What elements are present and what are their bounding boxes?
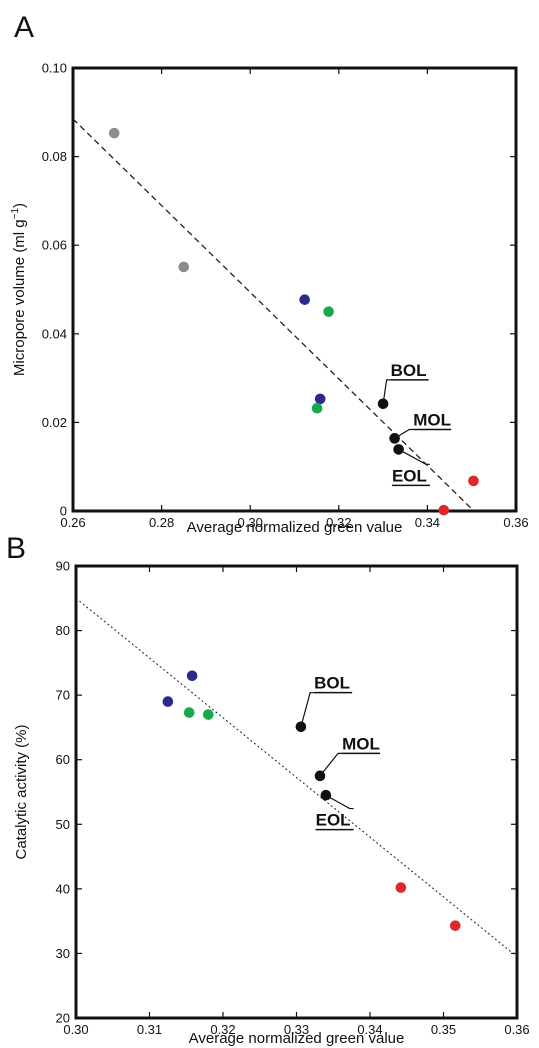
panel-a-data-point xyxy=(468,475,479,487)
panel-b-y-ticks: 20 30 40 50 60 70 80 90 xyxy=(56,559,517,1026)
panel-b-x-tick-label: 0.30 xyxy=(63,1022,88,1037)
panel-b-x-axis-title: Average normalized green value xyxy=(189,1030,405,1047)
panel-a-x-tick-label: 0.34 xyxy=(415,515,440,530)
panel-a-annotations: BOL MOL EOL xyxy=(391,361,451,485)
panel-b-y-tick-label: 20 xyxy=(56,1011,70,1026)
panel-b-annotation-leaders xyxy=(300,691,381,831)
panel-b-data-point xyxy=(449,920,461,931)
panel-a-x-axis-title: Average normalized green value xyxy=(187,519,403,536)
panel-a-data-point xyxy=(299,294,310,305)
panel-a-annotation-leader xyxy=(398,448,430,465)
panel-a-y-tick-label: 0.04 xyxy=(42,326,67,341)
panel-a-annotation-bol: BOL xyxy=(391,361,427,380)
panel-b-y-tick-label: 60 xyxy=(56,752,70,767)
panel-a-y-ticks: 0 0.02 0.04 0.06 0.08 0.10 xyxy=(42,61,516,519)
panel-b-annotation-leader xyxy=(300,692,315,727)
panel-a-annotation-eol: EOL xyxy=(392,466,427,485)
panel-a-points xyxy=(108,127,479,516)
panel-a-data-point xyxy=(311,402,323,414)
panel-a-trendline-path xyxy=(72,118,475,512)
panel-b-y-tick-label: 30 xyxy=(56,946,70,961)
panel-b-x-tick-label: 0.31 xyxy=(137,1022,162,1037)
panel-b-trendline-path xyxy=(75,597,518,958)
panel-a-annotation-leader xyxy=(394,428,414,439)
panel-b-y-tick-label: 70 xyxy=(56,688,70,703)
panel-b-trendline xyxy=(75,597,518,958)
panel-b-y-axis-title: Catalytic activity (%) xyxy=(13,724,30,859)
panel-a-annotation-leaders xyxy=(382,379,452,487)
panel-b-data-point xyxy=(186,670,198,682)
panel-b-x-tick-label: 0.33 xyxy=(284,1022,309,1037)
panel-b-x-tick-label: 0.32 xyxy=(210,1022,235,1037)
panel-b-y-tick-label: 90 xyxy=(56,559,70,574)
panel-a-trendline xyxy=(72,118,475,512)
panel-a-letter: A xyxy=(14,11,34,44)
panel-a-plot-frame xyxy=(71,66,518,513)
panel-a-data-point xyxy=(393,444,404,455)
panel-b-annotation-eol: EOL xyxy=(316,811,351,830)
panel-a-y-tick-label: 0.02 xyxy=(42,415,67,430)
panel-b-x-ticks: 0.30 0.31 0.32 0.33 0.34 0.35 0.36 xyxy=(63,566,530,1037)
panel-a-data-point xyxy=(389,433,400,444)
panel-a-data-point xyxy=(323,306,334,317)
panel-a-y-axis-title-end: ) xyxy=(11,203,28,208)
panel-b-points xyxy=(162,670,461,931)
panel-b-data-point xyxy=(395,882,407,893)
panel-a-data-point xyxy=(178,261,190,273)
panel-b-annotation-bol: BOL xyxy=(314,674,350,693)
panel-a-y-axis-title-main: Micropore volume (ml g xyxy=(11,219,28,376)
panel-a-data-point xyxy=(438,504,450,516)
panel-b-letter: B xyxy=(6,532,26,565)
panel-a-data-point xyxy=(108,127,120,139)
panel-a-data-point xyxy=(377,398,389,410)
panel-b-annotation-leader xyxy=(319,752,343,777)
panel-a-x-tick-label: 0.28 xyxy=(149,515,174,530)
panel-b-y-tick-label: 80 xyxy=(56,623,70,638)
panel-b: B 0.30 0.31 0.32 0.33 0.34 0.35 0.36 20 30 40 50 6… xyxy=(6,532,530,1047)
panel-a-x-tick-label: 0.30 xyxy=(238,515,263,530)
panel-b-data-point xyxy=(320,789,332,801)
panel-b-x-tick-label: 0.35 xyxy=(431,1022,456,1037)
panel-b-x-tick-label: 0.36 xyxy=(504,1022,529,1037)
panel-a-x-tick-label: 0.36 xyxy=(503,515,528,530)
panel-a-x-tick-label: 0.32 xyxy=(326,515,351,530)
panel-b-data-point xyxy=(162,696,174,707)
panel-a-y-axis-title-sup: −1 xyxy=(10,208,21,220)
panel-b-y-tick-label: 40 xyxy=(56,881,70,896)
panel-a: A 0.26 0.28 0.30 0.32 0.34 0.36 0 0.02 0.04 0.06… xyxy=(10,11,529,536)
panel-a-y-axis-title: Micropore volume (ml g−1) xyxy=(10,203,28,376)
panel-a-data-point xyxy=(314,393,326,405)
panel-a-x-ticks: 0.26 0.28 0.30 0.32 0.34 0.36 xyxy=(60,68,529,530)
panel-a-y-tick-label: 0.10 xyxy=(42,61,67,76)
panel-a-y-tick-label: 0.06 xyxy=(42,238,67,253)
panel-b-data-point xyxy=(203,709,214,720)
panel-a-x-tick-label: 0.26 xyxy=(60,515,85,530)
panel-b-x-tick-label: 0.34 xyxy=(357,1022,382,1037)
panel-b-data-point xyxy=(183,707,195,718)
panel-a-annotation-leader xyxy=(382,379,391,404)
panel-b-data-point xyxy=(295,721,307,733)
panel-a-y-tick-label: 0 xyxy=(60,504,67,519)
panel-b-annotation-mol: MOL xyxy=(342,734,380,753)
panel-b-y-tick-label: 50 xyxy=(56,817,70,832)
panel-b-annotation-leader xyxy=(325,794,354,810)
panel-b-data-point xyxy=(314,770,326,782)
panel-b-annotations: BOL MOL EOL xyxy=(314,674,380,830)
panel-b-plot-frame xyxy=(74,564,519,1020)
panel-a-annotation-mol: MOL xyxy=(413,411,451,430)
panel-a-y-tick-label: 0.08 xyxy=(42,149,67,164)
